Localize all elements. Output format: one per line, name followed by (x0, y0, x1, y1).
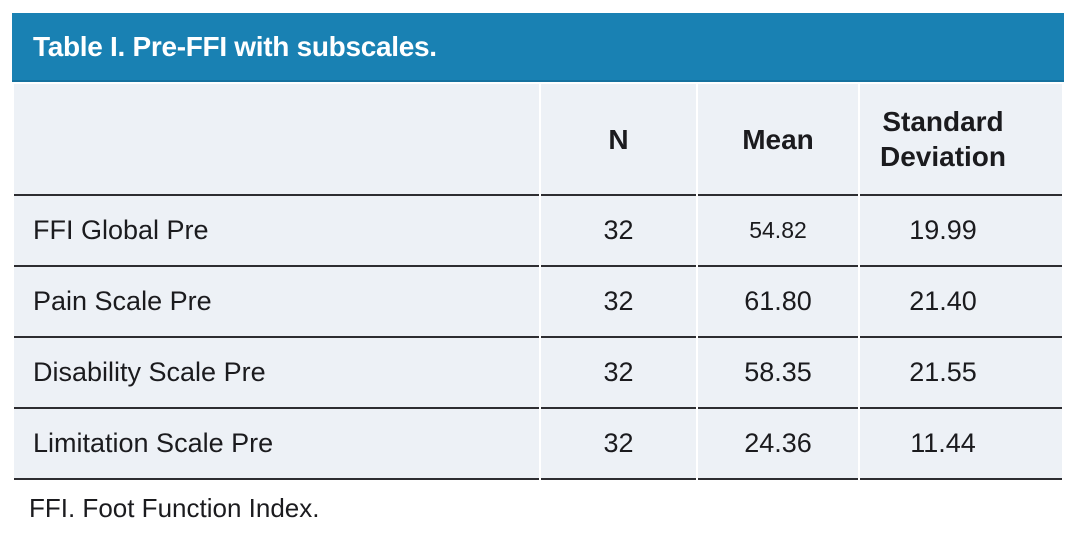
header-cell-sd: Standard Deviation (860, 84, 1062, 196)
cell-mean: 61.80 (698, 267, 858, 338)
cell-n: 32 (541, 196, 696, 267)
cell-label: Pain Scale Pre (14, 267, 539, 338)
cell-mean: 58.35 (698, 338, 858, 409)
table-footnote: FFI. Foot Function Index. (29, 493, 320, 523)
header-cell-n: N (541, 84, 696, 196)
cell-sd: 11.44 (860, 409, 1062, 480)
table-row: FFI Global Pre 32 54.82 19.99 (14, 196, 1062, 267)
header-row: N Mean Standard Deviation (14, 84, 1062, 196)
table-title: Table I. Pre-FFI with subscales. (33, 30, 437, 62)
cell-n: 32 (541, 267, 696, 338)
cell-label: Limitation Scale Pre (14, 409, 539, 480)
table-row: Disability Scale Pre 32 58.35 21.55 (14, 338, 1062, 409)
cell-mean: 54.82 (698, 196, 858, 267)
table-title-bar: Table I. Pre-FFI with subscales. (12, 13, 1064, 82)
cell-label: Disability Scale Pre (14, 338, 539, 409)
cell-n: 32 (541, 338, 696, 409)
table-row: Limitation Scale Pre 32 24.36 11.44 (14, 409, 1062, 480)
cell-mean: 24.36 (698, 409, 858, 480)
header-cell-mean: Mean (698, 84, 858, 196)
header-cell-empty (14, 84, 539, 196)
cell-sd: 21.55 (860, 338, 1062, 409)
cell-n: 32 (541, 409, 696, 480)
cell-label: FFI Global Pre (14, 196, 539, 267)
cell-sd: 19.99 (860, 196, 1062, 267)
cell-sd: 21.40 (860, 267, 1062, 338)
stats-table: N Mean Standard Deviation FFI Global Pre… (12, 84, 1064, 480)
table-row: Pain Scale Pre 32 61.80 21.40 (14, 267, 1062, 338)
